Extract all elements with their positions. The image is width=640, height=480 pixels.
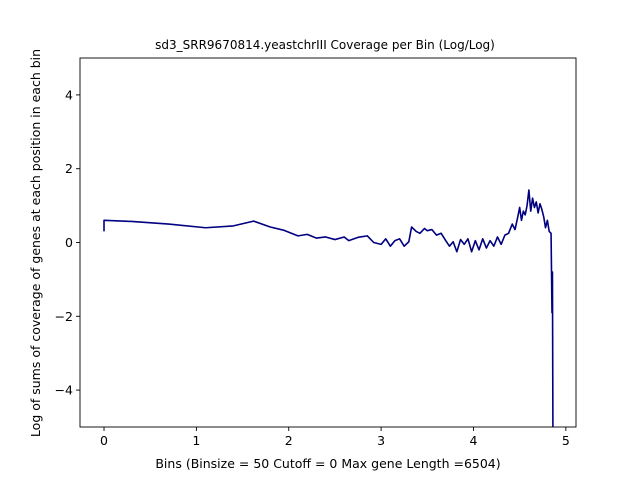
y-tick-label: −2 [55,309,73,324]
series-line-0 [103,189,554,427]
chart-title: sd3_SRR9670814.yeastchrIII Coverage per … [155,38,495,52]
y-axis-label: Log of sums of coverage of genes at each… [28,49,43,437]
x-tick-label: 3 [377,433,385,448]
x-tick-label: 1 [192,433,200,448]
x-tick-label: 5 [562,433,570,448]
plot-area: 0 1 2 3 4 5 −4 −2 0 2 4 [55,57,577,448]
y-tick-label: 0 [65,235,73,250]
x-axis-label: Bins (Binsize = 50 Cutoff = 0 Max gene L… [155,456,500,471]
x-tick-label: 0 [100,433,108,448]
x-tick-label: 2 [285,433,293,448]
y-tick-label: −4 [55,383,73,398]
y-tick-label: 4 [65,87,73,102]
y-tick-label: 2 [65,161,73,176]
x-tick-label: 4 [469,433,477,448]
